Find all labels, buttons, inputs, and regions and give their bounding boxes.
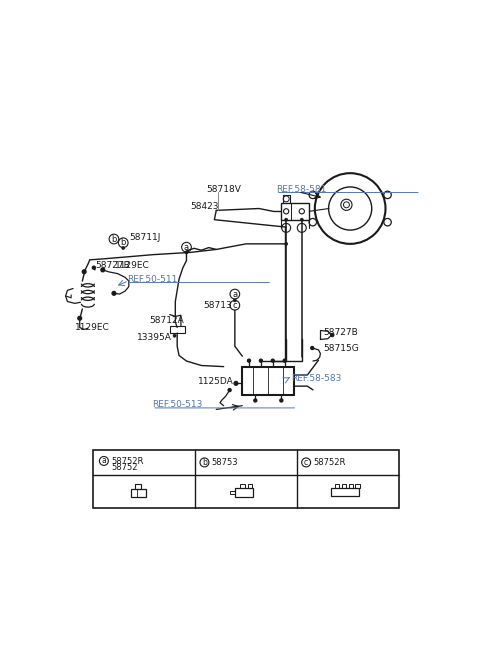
Text: REF.50-513: REF.50-513 — [152, 400, 203, 409]
Circle shape — [101, 268, 105, 272]
Text: 58713: 58713 — [203, 302, 232, 310]
Circle shape — [259, 359, 263, 362]
Text: 58753: 58753 — [212, 458, 238, 467]
Circle shape — [300, 218, 303, 221]
Bar — [331, 488, 359, 496]
Circle shape — [234, 382, 238, 385]
Text: REF.50-511: REF.50-511 — [127, 275, 177, 283]
Circle shape — [271, 359, 274, 362]
Circle shape — [78, 316, 82, 320]
Text: 58715G: 58715G — [324, 344, 359, 352]
Circle shape — [122, 247, 125, 249]
Text: 13395A: 13395A — [137, 333, 172, 342]
Text: 58752R: 58752R — [111, 457, 144, 466]
Bar — [132, 489, 146, 497]
Text: 1125DA: 1125DA — [198, 377, 233, 386]
Bar — [240, 484, 245, 488]
Bar — [248, 484, 252, 488]
Bar — [242, 367, 294, 394]
Bar — [342, 484, 346, 488]
Circle shape — [248, 359, 251, 362]
Circle shape — [233, 299, 236, 302]
Text: 58712A: 58712A — [149, 316, 184, 325]
Circle shape — [280, 399, 283, 402]
Circle shape — [83, 270, 86, 274]
Circle shape — [228, 388, 231, 392]
Text: 1129EC: 1129EC — [115, 261, 150, 270]
Bar — [281, 203, 309, 220]
Circle shape — [173, 335, 176, 337]
Circle shape — [92, 266, 96, 269]
Text: 58423: 58423 — [190, 202, 219, 211]
Circle shape — [309, 191, 316, 199]
Circle shape — [285, 242, 288, 245]
Circle shape — [331, 333, 334, 337]
Text: a: a — [184, 243, 189, 252]
Text: a: a — [102, 457, 106, 466]
Circle shape — [254, 399, 257, 402]
Text: REF.58-581: REF.58-581 — [276, 185, 326, 194]
Bar — [349, 484, 353, 488]
Bar — [235, 488, 253, 497]
Bar — [336, 484, 339, 488]
Bar — [94, 450, 398, 508]
Circle shape — [384, 218, 391, 226]
Bar — [356, 484, 360, 488]
Circle shape — [309, 218, 316, 226]
Text: c: c — [304, 458, 308, 467]
Text: 58727B: 58727B — [324, 328, 358, 337]
Circle shape — [112, 291, 116, 295]
Circle shape — [283, 359, 286, 362]
Text: c: c — [232, 300, 237, 310]
Circle shape — [285, 218, 288, 221]
Circle shape — [185, 251, 188, 254]
Text: b: b — [111, 235, 117, 243]
Text: b: b — [202, 458, 207, 467]
Text: 1129EC: 1129EC — [75, 323, 109, 332]
Bar — [230, 491, 235, 494]
Text: 58718V: 58718V — [206, 185, 240, 194]
Text: 58752R: 58752R — [313, 458, 346, 467]
Text: 58711J: 58711J — [129, 233, 160, 242]
Text: a: a — [232, 289, 238, 298]
Text: 58752: 58752 — [111, 462, 138, 472]
Bar — [170, 327, 185, 333]
Text: REF.58-583: REF.58-583 — [290, 375, 341, 383]
Circle shape — [311, 346, 314, 350]
Circle shape — [384, 191, 391, 199]
Bar — [135, 484, 141, 489]
Text: b: b — [120, 238, 126, 247]
Text: 58727B: 58727B — [96, 261, 130, 270]
